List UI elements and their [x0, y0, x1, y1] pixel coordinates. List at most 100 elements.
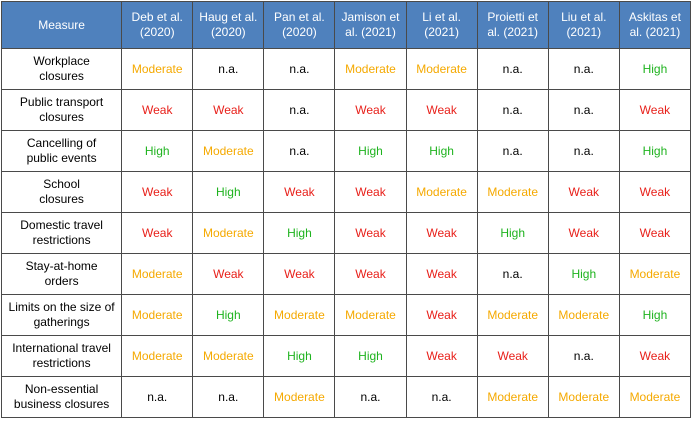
table-row: Public transport closures Weak Weak n.a. … [0, 89, 692, 131]
rating-cell: Weak [405, 89, 478, 131]
rating-cell: Weak [405, 212, 478, 254]
rating-cell: Weak [405, 253, 478, 295]
rating-cell: Weak [405, 294, 478, 336]
rating-cell: High [476, 212, 549, 254]
measure-cell: Workplace closures [0, 48, 123, 90]
rating-cell: High [618, 294, 692, 336]
rating-cell: Moderate [547, 376, 620, 418]
rating-cell: Moderate [192, 335, 265, 377]
rating-cell: Weak [334, 253, 407, 295]
rating-cell: n.a. [547, 48, 620, 90]
rating-cell: High [263, 212, 336, 254]
rating-cell: n.a. [476, 253, 549, 295]
rating-cell: Moderate [476, 171, 549, 213]
rating-cell: Moderate [192, 130, 265, 172]
rating-cell: High [618, 48, 692, 90]
rating-cell: Weak [618, 335, 692, 377]
rating-cell: n.a. [476, 130, 549, 172]
rating-cell: High [121, 130, 194, 172]
rating-cell: Weak [547, 212, 620, 254]
rating-cell: Weak [192, 89, 265, 131]
rating-cell: High [618, 130, 692, 172]
rating-cell: Moderate [121, 294, 194, 336]
rating-cell: Weak [334, 89, 407, 131]
header-study: Pan et al. (2020) [263, 1, 336, 49]
rating-cell: n.a. [547, 89, 620, 131]
header-measure: Measure [0, 1, 123, 49]
header-row: Measure Deb et al. (2020) Haug et al. (202… [0, 1, 692, 49]
rating-cell: High [263, 335, 336, 377]
rating-cell: n.a. [547, 130, 620, 172]
rating-cell: High [547, 253, 620, 295]
rating-cell: Weak [476, 335, 549, 377]
rating-cell: n.a. [476, 48, 549, 90]
rating-cell: Weak [618, 89, 692, 131]
measure-cell: International travel restrictions [0, 335, 123, 377]
rating-cell: n.a. [192, 48, 265, 90]
header-study: Askitas et al. (2021) [618, 1, 692, 49]
measure-cell: Public transport closures [0, 89, 123, 131]
rating-cell: Weak [334, 212, 407, 254]
rating-cell: n.a. [121, 376, 194, 418]
rating-cell: Weak [121, 89, 194, 131]
header-study: Proietti et al. (2021) [476, 1, 549, 49]
rating-cell: High [334, 335, 407, 377]
rating-cell: n.a. [263, 48, 336, 90]
rating-cell: Moderate [405, 171, 478, 213]
rating-cell: Weak [405, 335, 478, 377]
rating-cell: Moderate [476, 376, 549, 418]
rating-cell: n.a. [334, 376, 407, 418]
rating-cell: n.a. [192, 376, 265, 418]
header-study: Li et al. (2021) [405, 1, 478, 49]
table-row: Limits on the size of gatherings Moderate… [0, 294, 692, 336]
rating-cell: Moderate [334, 294, 407, 336]
header-study: Haug et al. (2020) [192, 1, 265, 49]
rating-cell: Moderate [476, 294, 549, 336]
rating-cell: Weak [121, 171, 194, 213]
rating-cell: Weak [547, 171, 620, 213]
rating-cell: Moderate [618, 253, 692, 295]
rating-cell: Moderate [121, 253, 194, 295]
table-row: Domestic travel restrictions Weak Moderat… [0, 212, 692, 254]
header-study: Liu et al. (2021) [547, 1, 620, 49]
rating-cell: n.a. [547, 335, 620, 377]
rating-cell: Moderate [263, 376, 336, 418]
header-study: Jamison et al. (2021) [334, 1, 407, 49]
header-study: Deb et al. (2020) [121, 1, 194, 49]
rating-cell: Weak [334, 171, 407, 213]
rating-cell: High [334, 130, 407, 172]
rating-cell: n.a. [476, 89, 549, 131]
rating-cell: Weak [618, 212, 692, 254]
rating-cell: n.a. [263, 89, 336, 131]
table-row: Stay-at-home orders Moderate Weak Weak We… [0, 253, 692, 295]
table-row: School closures Weak High Weak Weak Moder… [0, 171, 692, 213]
table-body: Workplace closures Moderate n.a. n.a. Mod… [0, 48, 692, 418]
rating-cell: Moderate [405, 48, 478, 90]
measure-cell: Non-essential business closures [0, 376, 123, 418]
rating-cell: Weak [121, 212, 194, 254]
rating-cell: Weak [263, 171, 336, 213]
measure-cell: Limits on the size of gatherings [0, 294, 123, 336]
measure-cell: Domestic travel restrictions [0, 212, 123, 254]
table-row: Non-essential business closures n.a. n.a.… [0, 376, 692, 418]
rating-cell: Weak [618, 171, 692, 213]
rating-cell: Moderate [192, 212, 265, 254]
rating-cell: Moderate [547, 294, 620, 336]
rating-cell: Weak [263, 253, 336, 295]
measure-cell: School closures [0, 171, 123, 213]
rating-cell: Moderate [334, 48, 407, 90]
rating-cell: Moderate [618, 376, 692, 418]
rating-cell: Moderate [121, 48, 194, 90]
table-row: Cancelling of public events High Moderate… [0, 130, 692, 172]
rating-cell: High [405, 130, 478, 172]
table-row: International travel restrictions Moderat… [0, 335, 692, 377]
measure-cell: Cancelling of public events [0, 130, 123, 172]
rating-cell: n.a. [263, 130, 336, 172]
rating-cell: Moderate [263, 294, 336, 336]
rating-cell: Moderate [121, 335, 194, 377]
measure-cell: Stay-at-home orders [0, 253, 123, 295]
rating-cell: High [192, 294, 265, 336]
rating-cell: High [192, 171, 265, 213]
